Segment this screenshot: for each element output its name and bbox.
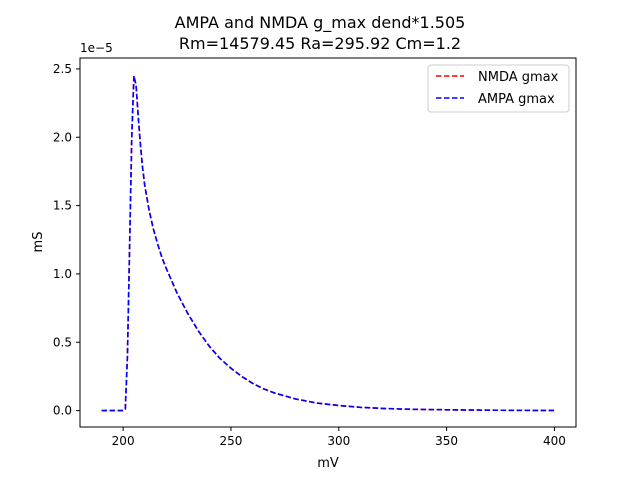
- y-tick-label: 0.0: [53, 404, 72, 418]
- legend: NMDA gmax AMPA gmax: [427, 64, 570, 113]
- x-tick-label: 300: [327, 434, 350, 448]
- y-tick-label: 0.5: [53, 335, 72, 349]
- x-tick-label: 200: [112, 434, 135, 448]
- y-tick-label: 1.5: [53, 199, 72, 213]
- chart-title-line-2: Rm=14579.45 Ra=295.92 Cm=1.2: [179, 34, 461, 53]
- x-axis-ticks: 200 250 300 350 400: [112, 427, 566, 448]
- plot-series-group: [101, 74, 555, 412]
- x-tick-label: 250: [220, 434, 243, 448]
- axes-frame: [79, 57, 577, 428]
- series-line-nmda-gmax: [101, 74, 555, 412]
- x-axis-label: mV: [317, 456, 339, 471]
- y-axis-ticks: 0.0 0.5 1.0 1.5 2.0 2.5: [53, 62, 80, 418]
- x-tick-label: 400: [543, 434, 566, 448]
- series-line-ampa-gmax: [101, 74, 555, 412]
- x-tick-label: 350: [435, 434, 458, 448]
- chart-title-line-1: AMPA and NMDA g_max dend*1.505: [175, 13, 466, 33]
- legend-label-ampa: AMPA gmax: [478, 92, 555, 107]
- legend-label-nmda: NMDA gmax: [478, 70, 559, 85]
- y-axis-offset-label: 1e−5: [80, 41, 113, 55]
- y-tick-label: 2.5: [53, 62, 72, 76]
- y-tick-label: 2.0: [53, 130, 72, 144]
- y-tick-label: 1.0: [53, 267, 72, 281]
- y-axis-label: mS: [31, 232, 46, 253]
